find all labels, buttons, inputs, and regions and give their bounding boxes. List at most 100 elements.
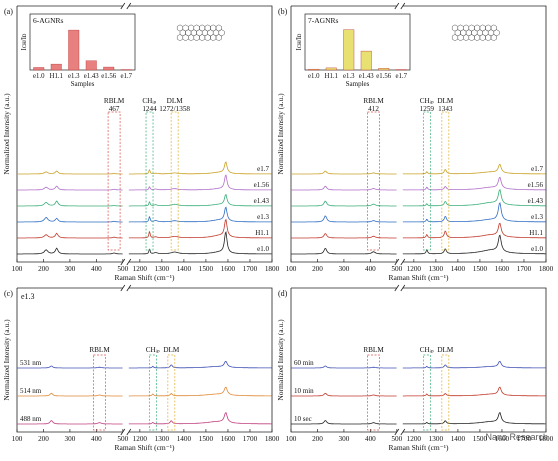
inset-bar (33, 67, 45, 71)
annotation-box (107, 111, 121, 251)
axis-frame (290, 287, 547, 433)
annotation-box (422, 111, 431, 251)
x-tick-label: 1600 (221, 265, 236, 273)
hexagon (479, 34, 486, 42)
x-tick-label: 1500 (199, 265, 214, 273)
x-tick-label: 200 (38, 265, 49, 273)
annotation-box (441, 354, 450, 431)
x-tick-label: 1400 (177, 435, 192, 443)
panel-3: 100 200 300 400 500 1200 1300 1400 1500 1600 1700 1… (276, 284, 554, 452)
x-tick-label: 500 (117, 265, 128, 273)
hexagon (468, 34, 475, 42)
x-tick-label: 300 (339, 265, 350, 273)
axis-break-mark (400, 2, 406, 10)
panel-letter: (c) (4, 289, 13, 298)
hexagon (182, 34, 189, 42)
series-label: 10 min (294, 387, 314, 395)
series-line (291, 185, 397, 191)
x-tick-label: 100 (286, 435, 297, 443)
x-tick-label: 1500 (473, 265, 488, 273)
series-line (17, 217, 123, 223)
inset-x-tick-label: e1.56 (101, 73, 117, 80)
panel-0: 100 200 300 400 500 1200 1300 1400 1500 1600 1700 1… (2, 2, 280, 282)
series-line (17, 420, 123, 425)
series-line (291, 420, 397, 425)
axis-break-mark (400, 258, 406, 266)
x-tick-label: 400 (91, 265, 102, 273)
inset-x-tick-label: e1.56 (376, 73, 392, 80)
series-line (291, 247, 397, 255)
x-tick-label: 400 (365, 435, 376, 443)
inset-title: 7-AGNRs (308, 16, 338, 25)
series-line (128, 218, 272, 239)
annotation-box (441, 111, 450, 251)
series-line (128, 360, 272, 369)
series-label: e1.3 (257, 213, 269, 221)
series-label: e1.43 (254, 197, 270, 205)
panel-1: 100 200 300 400 500 1200 1300 1400 1500 1600 1700 1… (276, 2, 554, 282)
hexagon (474, 34, 481, 42)
y-axis-label: Normalized Intensity (a.u.) (276, 93, 285, 175)
annotation-label: CHᵢₚ (146, 346, 160, 354)
series-line (17, 232, 123, 239)
inset-frame (29, 13, 136, 71)
x-tick-label: 1800 (539, 265, 554, 273)
panel-letter: (a) (4, 7, 13, 16)
series-label: 531 nm (20, 359, 42, 367)
series-line (17, 185, 123, 191)
x-tick-label: 400 (365, 265, 376, 273)
axis-break-mark (126, 284, 132, 292)
watermark-text: Nano Research (485, 432, 548, 442)
inset-bar (343, 29, 355, 71)
gnr-structure-image (176, 24, 225, 42)
x-tick-label: 1600 (495, 265, 510, 273)
series-line (402, 163, 546, 175)
hexagon (199, 34, 206, 42)
inset-y-axis-label: Iᴄʜ/Iᴅ (21, 33, 28, 50)
series-label: e1.0 (531, 245, 543, 253)
hexagon (188, 34, 195, 42)
inset-bar (50, 63, 62, 71)
annotation-label: RBLM (89, 346, 110, 354)
inset-bar (360, 50, 372, 71)
x-tick-label: 400 (91, 435, 102, 443)
axis-break-mark (400, 284, 406, 292)
inset-x-tick-label: e1.7 (395, 73, 407, 80)
inset-x-tick-label: e1.43 (359, 73, 375, 80)
annotation-label: RBLM (104, 97, 125, 105)
series-label: H1.1 (529, 229, 543, 237)
x-tick-label: 100 (12, 265, 23, 273)
inset-bar (378, 68, 390, 71)
hexagon (193, 34, 200, 42)
panel-letter: (b) (278, 7, 288, 16)
annotation-label: DLM (167, 97, 184, 105)
annotation-value: 1343 (438, 105, 453, 113)
x-tick-label: 1300 (429, 435, 444, 443)
y-axis-label: Normalized Intensity (a.u.) (2, 319, 11, 401)
series-label: e1.43 (528, 197, 544, 205)
inset-frame (304, 13, 411, 71)
series-label: e1.7 (257, 165, 269, 173)
x-axis-label: Raman Shift (cm⁻¹) (389, 443, 449, 452)
x-tick-label: 1700 (517, 265, 532, 273)
hexagon (215, 34, 222, 42)
x-tick-label: 1600 (221, 435, 236, 443)
annotation-box (367, 354, 380, 431)
series-line (291, 392, 397, 397)
x-tick-label: 1700 (243, 265, 258, 273)
inset-x-tick-label: e1.7 (120, 73, 132, 80)
series-line (128, 174, 272, 191)
inset-bar (68, 29, 80, 71)
annotation-label: CHᵢₚ (142, 97, 156, 105)
series-line (402, 222, 546, 239)
annotation-box (145, 111, 154, 251)
series-label: e1.56 (528, 181, 544, 189)
inset-bar (103, 66, 115, 71)
series-line (291, 200, 397, 207)
annotation-box (367, 111, 380, 251)
hexagon (463, 34, 470, 42)
series-line (291, 233, 397, 239)
panel-2: 100 200 300 400 500 1200 1300 1400 1500 1600 1700 1… (2, 284, 280, 452)
series-line (128, 386, 272, 397)
hexagon (490, 34, 497, 42)
